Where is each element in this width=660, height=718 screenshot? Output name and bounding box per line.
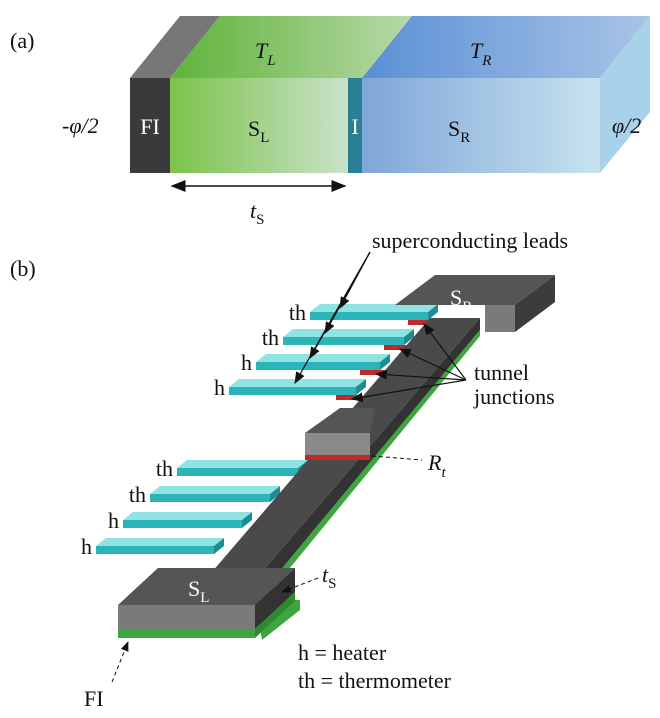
lead-top — [123, 512, 252, 520]
lead-front — [177, 468, 298, 476]
lead-label: th — [129, 482, 146, 507]
lead-label: h — [241, 350, 252, 375]
mid-junction — [305, 455, 370, 460]
panel-a: (a) TL TR -φ/2 FI SL I SR φ/2 tS — [10, 16, 650, 228]
right-phase: φ/2 — [612, 113, 641, 138]
lead-label: th — [289, 300, 306, 325]
sl-pad-fi — [118, 629, 255, 638]
lead-label: h — [108, 508, 119, 533]
sl-pad-front — [118, 605, 255, 629]
fi-pointer — [112, 642, 128, 682]
fi-label: FI — [84, 686, 104, 711]
thickness-label: tS — [250, 198, 264, 228]
lead-top — [283, 329, 414, 337]
lead-front — [256, 362, 380, 370]
lead-front — [150, 494, 270, 502]
thickness-label: tS — [322, 562, 336, 592]
mid-block-top — [305, 408, 375, 433]
lead-front — [229, 387, 356, 395]
sr-top — [362, 16, 650, 78]
lead-label: h — [214, 375, 225, 400]
lead-top — [256, 354, 390, 362]
left-phase: -φ/2 — [62, 113, 99, 138]
lead-top — [310, 304, 438, 312]
legend-entry: th = thermometer — [298, 668, 452, 693]
lead-top — [177, 460, 308, 468]
leads-label: superconducting leads — [372, 228, 568, 253]
legend-entry: h = heater — [298, 640, 387, 665]
mid-block-front — [305, 433, 370, 455]
figure: (a) TL TR -φ/2 FI SL I SR φ/2 tS (b) sup… — [0, 0, 660, 718]
junctions-label: junctions — [473, 384, 555, 409]
junctions-label: tunnel — [474, 360, 529, 385]
fi-label: FI — [140, 114, 160, 139]
lead-front — [310, 312, 428, 320]
lead-top — [150, 486, 280, 494]
lead-front — [283, 337, 404, 345]
panel-label: (b) — [10, 256, 36, 281]
panel-label: (a) — [10, 28, 34, 53]
lead-front — [123, 520, 242, 528]
panel-b: (b) superconducting leads SR SL tunnel j… — [10, 228, 568, 711]
lead-top — [96, 538, 224, 546]
lead-label: th — [262, 325, 279, 350]
lead-label: th — [156, 456, 173, 481]
lead-top — [229, 379, 366, 387]
resistance-label: Rt — [427, 450, 446, 481]
i-label: I — [351, 114, 358, 139]
sr-pad-front — [485, 305, 515, 332]
sr-block — [362, 78, 600, 173]
lead-front — [96, 546, 214, 554]
lead-label: h — [81, 534, 92, 559]
